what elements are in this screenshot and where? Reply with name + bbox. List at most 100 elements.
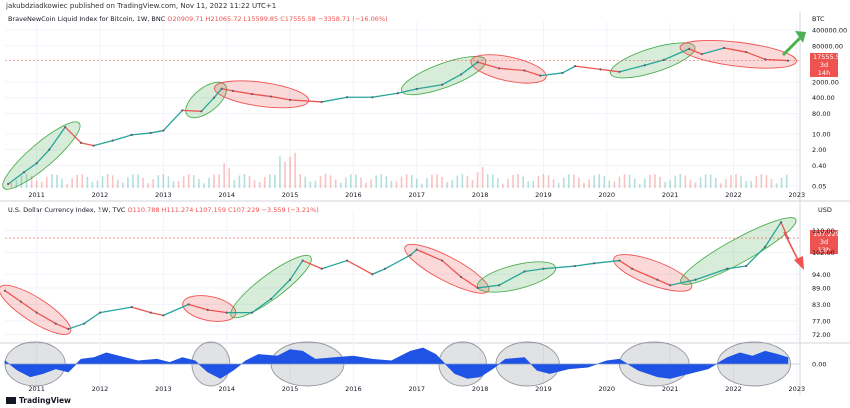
series-segment [764, 221, 782, 248]
data-point [35, 162, 38, 165]
series-segment [631, 268, 659, 281]
series-segment [232, 90, 253, 95]
volume-bar [486, 174, 489, 188]
y-tick-label: 0.00 [812, 361, 826, 369]
volume-bar [182, 176, 185, 188]
series-segment [112, 134, 133, 142]
highlight-region-green [2, 121, 81, 190]
volume-bar [355, 174, 357, 188]
volume-bar [426, 178, 428, 188]
series-segment [207, 309, 228, 314]
series-segment [644, 59, 665, 66]
volume-bar [446, 182, 448, 188]
series-segment [384, 254, 412, 270]
volume-bar [699, 177, 702, 188]
data-point [111, 139, 114, 142]
btc-open: O20909.71 [167, 15, 204, 23]
volume-bar [147, 183, 149, 188]
data-point [250, 311, 254, 314]
volume-bar [410, 174, 413, 188]
volume-bar [780, 177, 783, 188]
data-point [3, 289, 7, 292]
volume-bar [765, 175, 768, 188]
data-point [498, 284, 501, 287]
x-tick-label: 2021 [662, 385, 679, 393]
series-segment [618, 259, 633, 270]
volume-bar [132, 174, 134, 188]
volume-bar [562, 177, 565, 188]
volume-bar [360, 177, 362, 188]
series-segment [409, 248, 418, 256]
volume-bar [116, 179, 119, 188]
data-point [162, 314, 165, 317]
volume-bar [279, 156, 281, 188]
series-segment [523, 268, 545, 273]
data-point [459, 73, 463, 76]
x-tick-label: 2017 [408, 385, 425, 393]
dxy-price-tag: 107.229 3d 13h [810, 230, 840, 254]
volume-bar [127, 177, 129, 188]
volume-bar [106, 174, 109, 188]
series-segment [162, 109, 184, 132]
series-segment [346, 259, 374, 275]
series-segment [574, 65, 602, 71]
series-segment [441, 73, 462, 86]
data-point [618, 259, 621, 262]
series-segment [99, 306, 133, 314]
volume-bar [101, 175, 104, 188]
volume-bar [451, 180, 454, 188]
volume-bar [770, 179, 773, 188]
x-tick-label: 2023 [789, 385, 806, 393]
data-point [92, 144, 95, 147]
data-point [669, 284, 672, 287]
data-point [459, 275, 463, 279]
data-point [662, 58, 665, 61]
volume-bar [370, 179, 372, 188]
volume-bar [172, 181, 175, 188]
y-tick-label: 2000.00 [812, 78, 839, 86]
series-segment [780, 221, 789, 239]
volume-bar [86, 176, 89, 188]
data-point [764, 58, 767, 61]
volume-bar [385, 176, 388, 188]
volume-bar [263, 176, 266, 188]
series-segment [476, 284, 500, 289]
volume-bar [481, 167, 484, 188]
tradingview-mark-icon [6, 397, 16, 404]
series-segment [93, 140, 114, 147]
volume-bar [40, 181, 43, 188]
series-segment [523, 69, 541, 77]
volume-bar [704, 174, 707, 188]
series-segment [416, 248, 443, 262]
data-point [149, 131, 152, 135]
volume-bar [111, 175, 114, 188]
volume-bar [365, 182, 367, 188]
volume-bar [274, 174, 276, 188]
volume-bar [694, 182, 697, 188]
volume-bar [593, 175, 595, 188]
series-segment [67, 322, 85, 330]
x-tick-label: 2019 [535, 191, 552, 199]
y-tick-label: 89.00 [812, 284, 831, 292]
x-tick-label: 2020 [599, 191, 616, 199]
publisher-line: jakubdziadkowiec published on TradingVie… [6, 2, 277, 10]
series-segment [83, 311, 101, 325]
series-segment [220, 88, 234, 92]
volume-bar [213, 174, 215, 188]
volume-bar [238, 175, 241, 188]
volume-bar [502, 183, 504, 188]
highlight-region-red [0, 284, 72, 335]
data-point [498, 67, 501, 70]
series-segment [20, 301, 38, 314]
y-tick-label: 400.00 [812, 94, 835, 102]
volume-bar [431, 174, 433, 188]
volume-bar [289, 156, 291, 188]
volume-bar [177, 181, 180, 188]
x-tick-label: 2016 [345, 191, 362, 199]
data-point [48, 148, 51, 151]
series-segment [36, 311, 57, 325]
data-point [67, 327, 70, 331]
series-segment [574, 262, 595, 267]
volume-bar [20, 175, 23, 188]
volume-bar [542, 174, 545, 188]
